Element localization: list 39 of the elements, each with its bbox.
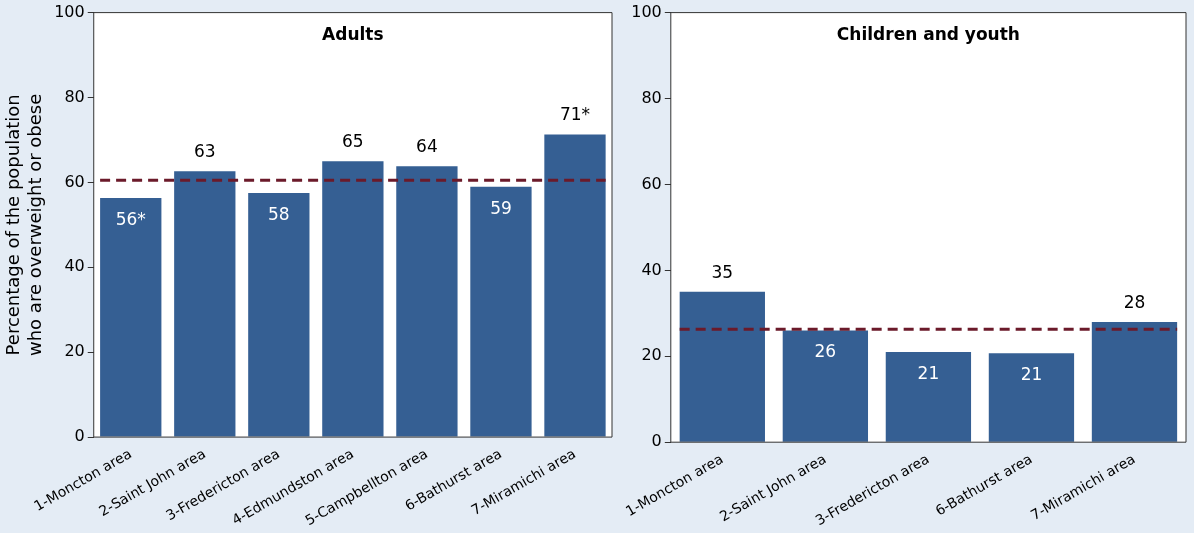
y-tick-label: 20 (641, 345, 662, 365)
y-tick-label: 100 (631, 1, 662, 21)
bar (988, 353, 1075, 442)
bar (396, 166, 458, 437)
bar (544, 134, 606, 437)
data-label: 71* (559, 104, 591, 125)
bar (885, 351, 972, 442)
bar (100, 198, 162, 437)
y-tick-label: 60 (64, 171, 85, 191)
y-axis-title: Percentage of the population who are overweight or obese (2, 93, 46, 357)
bar (782, 330, 869, 442)
data-label: 35 (711, 261, 734, 282)
data-label: 63 (193, 141, 216, 162)
data-label: 26 (814, 341, 837, 362)
y-tick-label: 20 (64, 341, 85, 361)
y-tick-label: 0 (651, 431, 662, 451)
data-label: 21 (1020, 364, 1043, 385)
data-label: 65 (342, 131, 364, 152)
bar (248, 193, 310, 437)
data-label: 21 (917, 362, 940, 383)
bar (174, 171, 236, 437)
data-label: 59 (490, 197, 512, 218)
y-tick-label: 40 (641, 259, 662, 279)
y-tick-label: 100 (54, 1, 85, 21)
y-tick-label: 80 (641, 87, 662, 107)
y-tick-label: 40 (64, 256, 85, 276)
bar (322, 161, 384, 437)
bar (679, 291, 765, 442)
data-label: 56* (115, 209, 146, 230)
y-tick-label: 60 (641, 173, 662, 193)
bar (470, 186, 532, 437)
bar (1091, 321, 1178, 442)
y-tick-label: 80 (64, 86, 85, 106)
data-label: 64 (416, 136, 438, 157)
text: Children and youth (836, 23, 1020, 44)
y-tick-label: 0 (74, 426, 85, 446)
text: Adults (322, 23, 384, 44)
data-label: 58 (268, 203, 290, 224)
data-label: 28 (1123, 291, 1146, 312)
